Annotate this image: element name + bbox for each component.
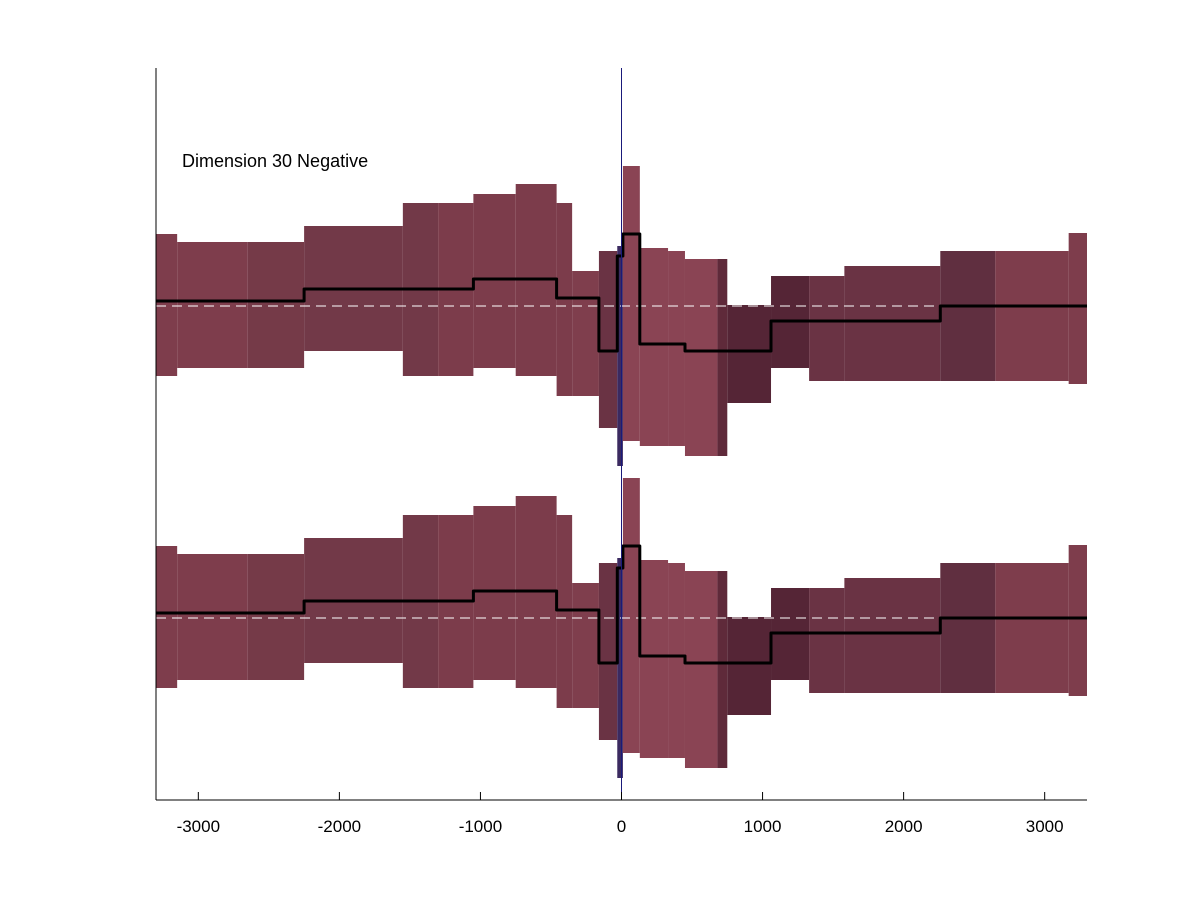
confidence-band-bin	[598, 563, 618, 740]
x-tick-label: 0	[617, 817, 626, 836]
confidence-band-bin	[639, 248, 669, 446]
confidence-band-bin	[727, 617, 772, 715]
confidence-band-bin	[684, 571, 718, 768]
confidence-band-bin	[177, 242, 248, 368]
confidence-band-bin	[598, 251, 618, 428]
panel-1	[156, 166, 1087, 466]
confidence-band-bin	[995, 563, 1069, 693]
confidence-band-bin	[156, 546, 178, 688]
x-tick-label: 3000	[1026, 817, 1064, 836]
confidence-band-bin	[668, 563, 685, 758]
confidence-band-bin	[622, 166, 640, 441]
confidence-band-bin	[940, 251, 996, 381]
x-tick-label: -2000	[318, 817, 361, 836]
confidence-band-bin	[717, 571, 728, 768]
x-ticks: -3000 -2000 -1000 0 1000 2000 3000	[177, 792, 1064, 836]
confidence-band-bin	[809, 588, 845, 693]
confidence-band-bin	[668, 251, 685, 446]
confidence-band-bin	[940, 563, 996, 693]
confidence-band-bin	[177, 554, 248, 680]
confidence-band-bin	[473, 506, 516, 680]
x-tick-label: 2000	[885, 817, 923, 836]
confidence-band-bin	[995, 251, 1069, 381]
confidence-band-bin	[684, 259, 718, 456]
confidence-band-bin	[473, 194, 516, 368]
annotation-label: Dimension 30 Negative	[182, 151, 368, 171]
confidence-band-bin	[622, 478, 640, 753]
confidence-band-bin	[572, 583, 599, 708]
x-tick-label: -1000	[459, 817, 502, 836]
confidence-band-bin	[156, 234, 178, 376]
confidence-band-bin	[617, 558, 623, 778]
x-tick-label: 1000	[744, 817, 782, 836]
confidence-band-bin	[247, 554, 305, 680]
mean-line	[156, 232, 1087, 353]
confidence-band-bin	[572, 271, 599, 396]
confidence-band-bin	[247, 242, 305, 368]
confidence-band-bin	[617, 246, 623, 466]
confidence-band-bin	[727, 305, 772, 403]
confidence-band-bin	[717, 259, 728, 456]
confidence-band-bin	[844, 266, 941, 381]
confidence-band-bin	[1068, 545, 1087, 696]
confidence-band-bin	[844, 578, 941, 693]
x-tick-label: -3000	[177, 817, 220, 836]
confidence-band-bin	[809, 276, 845, 381]
mean-line	[156, 544, 1087, 665]
confidence-band-bin	[1068, 233, 1087, 384]
confidence-band-bin	[639, 560, 669, 758]
